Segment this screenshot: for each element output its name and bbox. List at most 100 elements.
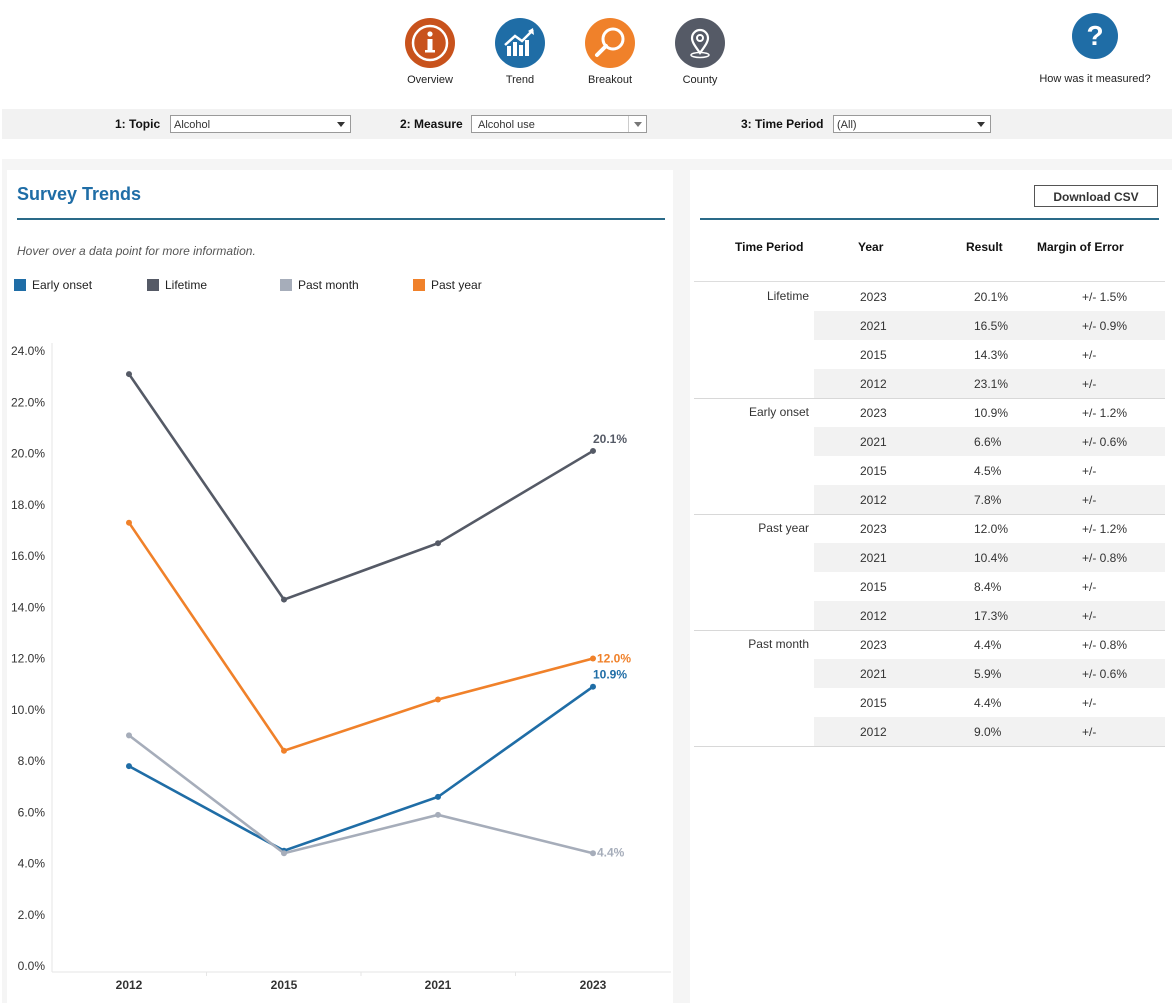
result-cell: 10.9% — [974, 406, 1009, 420]
moe-cell: +/- 0.9% — [1082, 319, 1128, 333]
result-cell: 4.4% — [974, 696, 1002, 710]
help-button[interactable]: ? How was it measured? — [1030, 13, 1160, 85]
year-cell: 2015 — [860, 464, 887, 478]
data-label-early-onset: 10.9% — [593, 668, 627, 682]
y-tick-label: 10.0% — [11, 703, 45, 717]
x-tick-label: 2015 — [271, 978, 298, 992]
data-point-past-month — [126, 732, 132, 739]
moe-cell: +/- — [1082, 580, 1097, 594]
chevron-down-icon — [337, 122, 345, 127]
moe-cell: +/- 1.5% — [1082, 290, 1128, 304]
y-tick-label: 22.0% — [11, 395, 45, 409]
moe-cell: +/- 0.6% — [1082, 667, 1128, 681]
x-tick-label: 2021 — [425, 978, 452, 992]
group-label: Lifetime — [766, 289, 809, 303]
title-divider — [17, 218, 665, 220]
year-cell: 2023 — [860, 406, 887, 420]
x-tick-label: 2012 — [116, 978, 143, 992]
table-row: 2023 20.1% +/- 1.5% — [814, 282, 1165, 311]
table-divider — [700, 218, 1159, 220]
year-cell: 2021 — [860, 551, 887, 565]
year-cell: 2012 — [860, 609, 887, 623]
chevron-down-icon — [977, 122, 985, 127]
nav-label-county: County — [682, 74, 718, 86]
data-point-early-onset — [435, 793, 441, 800]
nav-overview[interactable]: Overview — [390, 18, 470, 86]
trend-panel: Survey Trends Hover over a data point fo… — [7, 170, 673, 1003]
table-row: 2015 4.4% +/- — [814, 688, 1165, 717]
legend-label: Lifetime — [165, 278, 208, 292]
data-point-early-onset — [126, 763, 132, 770]
nav-label-trend: Trend — [505, 74, 535, 86]
data-point-past-month — [281, 850, 287, 857]
result-cell: 4.5% — [974, 464, 1002, 478]
nav-breakout[interactable]: Breakout — [570, 18, 650, 86]
chevron-down-icon — [634, 122, 642, 127]
year-cell: 2015 — [860, 580, 887, 594]
legend-item-past-month[interactable]: Past month — [280, 278, 359, 292]
nav-label-breakout: Breakout — [587, 74, 633, 86]
result-cell: 10.4% — [974, 551, 1009, 565]
legend-swatch — [14, 279, 26, 291]
y-tick-label: 12.0% — [11, 652, 45, 666]
table-row: 2021 16.5% +/- 0.9% — [814, 311, 1165, 340]
year-cell: 2015 — [860, 348, 887, 362]
series-line-early-onset — [128, 685, 594, 853]
download-csv-button[interactable]: Download CSV — [1034, 185, 1158, 207]
legend-label: Early onset — [32, 278, 93, 292]
x-tick-label: 2023 — [580, 978, 607, 992]
measure-select-toggle[interactable] — [628, 116, 646, 132]
table-row: 2012 17.3% +/- — [814, 601, 1165, 630]
table-row: 2015 4.5% +/- — [814, 456, 1165, 485]
result-cell: 8.4% — [974, 580, 1002, 594]
legend-item-lifetime[interactable]: Lifetime — [147, 278, 207, 292]
table-row: 2023 10.9% +/- 1.2% — [814, 398, 1165, 427]
y-tick-label: 0.0% — [18, 959, 46, 973]
legend-item-early-onset[interactable]: Early onset — [14, 278, 92, 292]
data-point-past-year — [281, 747, 287, 754]
measure-select[interactable]: Alcohol use — [471, 115, 647, 133]
year-cell: 2012 — [860, 725, 887, 739]
data-point-past-year — [126, 519, 132, 526]
year-cell: 2021 — [860, 667, 887, 681]
group-separator — [694, 398, 1165, 399]
header-time-period: Time Period — [735, 240, 804, 254]
topic-select-value: Alcohol — [174, 119, 211, 131]
data-point-lifetime — [281, 596, 287, 603]
group-label: Early onset — [748, 405, 809, 419]
result-cell: 16.5% — [974, 319, 1009, 333]
moe-cell: +/- 1.2% — [1082, 522, 1128, 536]
period-filter-label: 3: Time Period — [741, 117, 824, 131]
y-tick-label: 8.0% — [18, 754, 46, 768]
magnifier-icon — [585, 18, 635, 68]
topic-select[interactable]: Alcohol — [170, 115, 351, 133]
result-cell: 4.4% — [974, 638, 1002, 652]
moe-cell: +/- — [1082, 464, 1097, 478]
y-tick-label: 18.0% — [11, 498, 45, 512]
group-separator — [694, 514, 1165, 515]
table-row: 2021 10.4% +/- 0.8% — [814, 543, 1165, 572]
header-margin-of-error: Margin of Error — [1037, 240, 1124, 254]
measure-filter-label: 2: Measure — [400, 117, 463, 131]
year-cell: 2012 — [860, 377, 887, 391]
trend-chart-icon — [495, 18, 545, 68]
year-cell: 2012 — [860, 493, 887, 507]
moe-cell: +/- 1.2% — [1082, 406, 1128, 420]
table-row: 2023 4.4% +/- 0.8% — [814, 630, 1165, 659]
nav-trend[interactable]: Trend — [480, 18, 560, 86]
moe-cell: +/- — [1082, 377, 1097, 391]
question-icon: ? — [1072, 13, 1118, 59]
help-label: How was it measured? — [1039, 73, 1151, 85]
moe-cell: +/- — [1082, 725, 1097, 739]
table-top-rule — [694, 281, 1165, 282]
result-cell: 17.3% — [974, 609, 1009, 623]
year-cell: 2021 — [860, 319, 887, 333]
group-label: Past month — [748, 637, 809, 651]
moe-cell: +/- 0.6% — [1082, 435, 1128, 449]
table-row: 2012 9.0% +/- — [814, 717, 1165, 746]
table-row: 2012 23.1% +/- — [814, 369, 1165, 398]
period-select[interactable]: (All) — [833, 115, 991, 133]
legend-item-past-year[interactable]: Past year — [413, 278, 482, 292]
nav-county[interactable]: County — [660, 18, 740, 86]
header-result: Result — [966, 240, 1003, 254]
